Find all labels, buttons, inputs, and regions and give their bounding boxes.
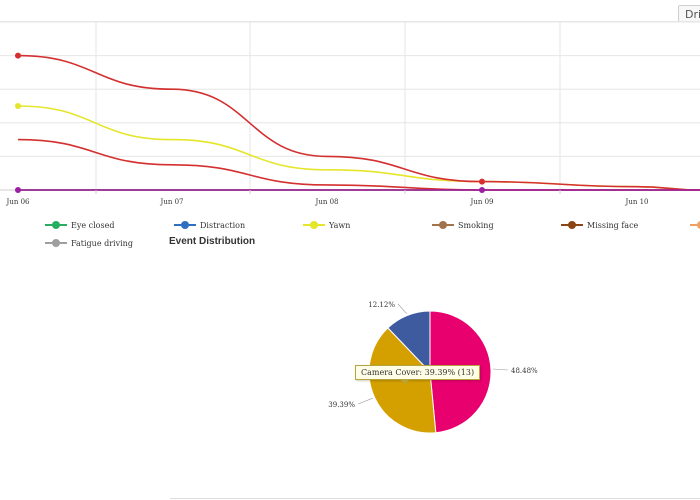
pie-data-label: 39.39% — [328, 401, 355, 409]
x-tick-label: Jun 07 — [160, 198, 184, 206]
legend-label: Fatigue driving — [71, 238, 133, 248]
pie-chart-title: Event Distribution — [169, 236, 256, 247]
legend-marker-icon — [561, 218, 583, 232]
series-point[interactable] — [479, 187, 485, 193]
legend-item[interactable]: Smoking — [432, 218, 494, 232]
x-tick-label: Jun 09 — [470, 198, 494, 206]
legend-item[interactable] — [690, 218, 700, 232]
pie-label-connector — [357, 397, 373, 405]
series-line-7[interactable] — [17, 54, 700, 191]
pie-slice[interactable] — [387, 310, 431, 374]
legend-item[interactable]: Yawn — [303, 218, 350, 232]
legend-label: Missing face — [587, 220, 639, 230]
legend-marker-icon — [45, 236, 67, 250]
pie-tooltip: Camera Cover: 39.39% (13) — [355, 365, 481, 384]
legend-marker-icon — [432, 218, 454, 232]
legend-label: Distraction — [200, 220, 246, 230]
series-point[interactable] — [15, 103, 21, 109]
legend-marker-icon — [690, 218, 700, 232]
legend-item[interactable]: Distraction — [174, 218, 245, 232]
legend-marker-icon — [174, 218, 196, 232]
legend-item[interactable]: Fatigue driving — [45, 236, 133, 250]
legend-item[interactable]: Missing face — [561, 218, 638, 232]
x-tick-label: Jun 08 — [315, 198, 339, 206]
legend-label: Smoking — [458, 220, 494, 230]
legend-label: Eye closed — [71, 220, 115, 230]
legend-label: Yawn — [329, 220, 351, 230]
legend-item[interactable]: Eye closed — [45, 218, 114, 232]
footer-divider — [170, 498, 700, 499]
legend-marker-icon — [45, 218, 67, 232]
series-point[interactable] — [15, 52, 21, 59]
pie-label-connector — [492, 368, 509, 371]
x-tick-label: Jun 10 — [625, 198, 649, 206]
x-tick-label: Jun 06 — [6, 198, 31, 206]
series-point[interactable] — [15, 187, 21, 193]
pie-label-connector — [397, 303, 407, 314]
legend-marker-icon — [303, 218, 325, 232]
pie-data-label: 48.48% — [511, 367, 538, 375]
events-line-chart: Jun 06 Jun 07 Jun 08 Jun 09 Jun 10 — [0, 21, 700, 206]
series-point[interactable] — [479, 178, 485, 185]
pie-data-label: 12.12% — [368, 301, 395, 309]
